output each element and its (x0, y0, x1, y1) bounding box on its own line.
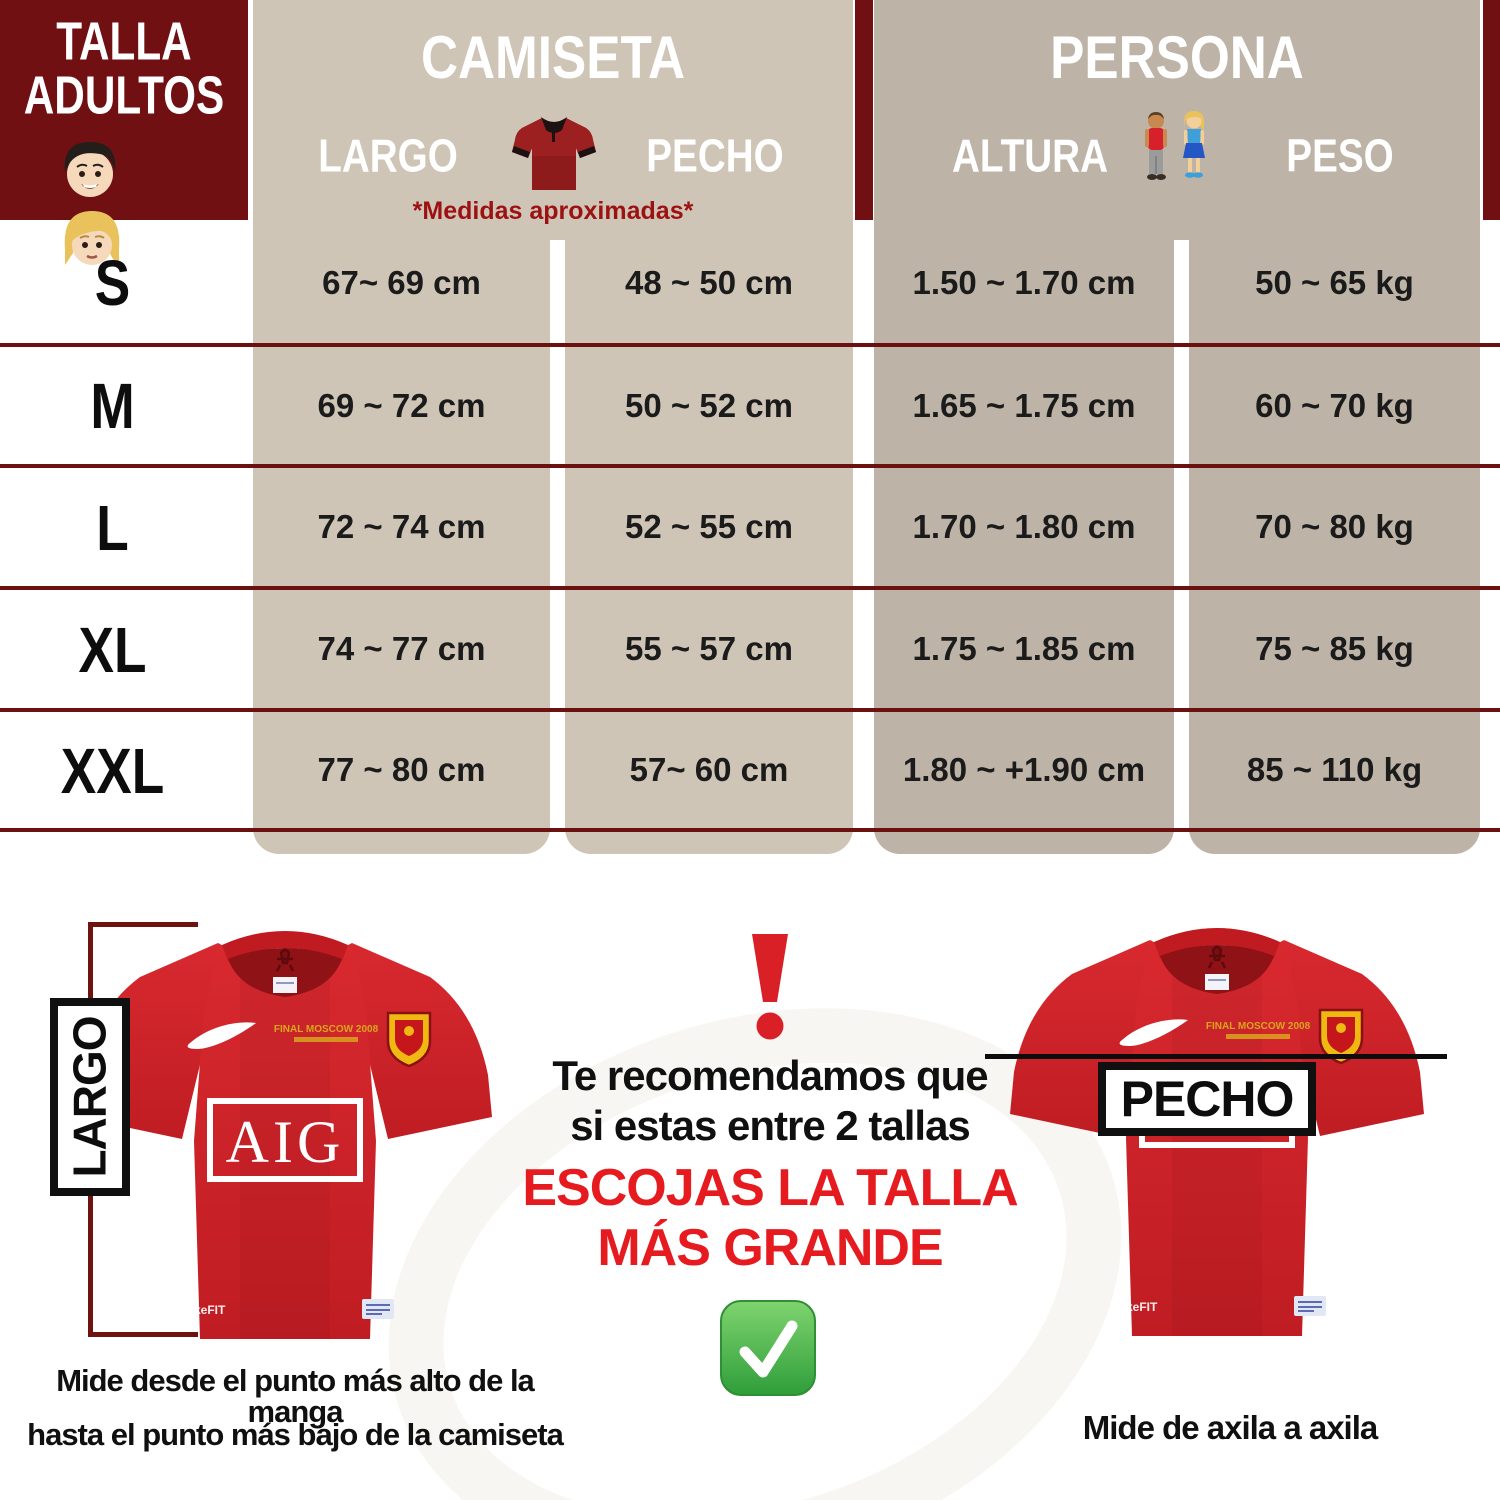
size-label: M (90, 369, 135, 442)
peso-value: 70 ~ 80 kg (1255, 508, 1414, 545)
largo-value: 67~ 69 cm (322, 263, 481, 301)
row-separator (0, 464, 1500, 468)
largo-value: 74 ~ 77 cm (317, 630, 486, 667)
largo-caption-line1: Mide desde el punto más alto de la manga (56, 1363, 535, 1429)
row-separator (0, 586, 1500, 590)
camiseta-col-largo: LARGO (318, 129, 458, 182)
table-row: XXL 77 ~ 80 cm 57~ 60 cm 1.80 ~ +1.90 cm… (0, 712, 1500, 828)
chest-subtext-bar (294, 1037, 358, 1042)
pecho-caption: Mide de axila a axila (1082, 1408, 1379, 1446)
header-right-strip (1483, 0, 1500, 220)
pecho-measure-line (985, 1054, 1447, 1059)
pecho-measure-box: PECHO (1098, 1062, 1316, 1136)
pecho-measure-label: PECHO (1120, 1071, 1295, 1127)
jersey-image-largo: FINAL MOSCOW 2008 AIG NikeFIT (78, 931, 492, 1339)
red-devil-collar-mark (1207, 945, 1227, 969)
table-row: L 72 ~ 74 cm 52 ~ 55 cm 1.70 ~ 1.80 cm 7… (0, 468, 1500, 586)
altura-value: 1.75 ~ 1.85 cm (912, 630, 1136, 667)
pecho-value: 55 ~ 57 cm (625, 630, 793, 667)
size-label: XXL (60, 733, 165, 807)
header-divider-strip (855, 0, 873, 220)
pecho-value: 50 ~ 52 cm (625, 386, 793, 424)
persona-col-peso: PESO (1286, 129, 1394, 182)
pecho-value: 57~ 60 cm (629, 751, 789, 788)
hem-tag-text: NikeFIT (1114, 1300, 1158, 1314)
size-label: S (94, 246, 131, 319)
row-separator (0, 343, 1500, 347)
polo-shirt-icon (508, 112, 600, 198)
exclamation-icon (752, 934, 788, 1040)
persona-col-altura: ALTURA (952, 129, 1108, 182)
size-label: XL (78, 612, 147, 686)
altura-value: 1.70 ~ 1.80 cm (912, 508, 1136, 545)
peso-value: 85 ~ 110 kg (1246, 751, 1423, 788)
talla-title-line1: TALLA (56, 9, 192, 71)
standing-people-icon (1140, 110, 1212, 194)
pecho-value: 52 ~ 55 cm (625, 508, 793, 545)
table-row: XL 74 ~ 77 cm 55 ~ 57 cm 1.75 ~ 1.85 cm … (0, 590, 1500, 708)
largo-measure-label: LARGO (64, 1016, 117, 1178)
nike-swoosh-icon (187, 1022, 256, 1049)
hem-patch (362, 1299, 394, 1319)
nike-swoosh-icon (1119, 1019, 1188, 1046)
chest-subtext-bar (1226, 1034, 1290, 1039)
club-crest-icon (1318, 1008, 1364, 1065)
advice-line2: si estas entre 2 tallas (570, 1102, 971, 1149)
collar-wash-tag (1205, 974, 1229, 990)
collar-wash-tag (273, 977, 297, 993)
row-separator (0, 828, 1500, 832)
row-separator (0, 708, 1500, 712)
sponsor-box (207, 1098, 363, 1182)
pecho-value: 48 ~ 50 cm (625, 263, 793, 301)
peso-value: 50 ~ 65 kg (1255, 263, 1414, 301)
jersey-image-pecho: FINAL MOSCOW 2008 AIG NikeFIT (1010, 928, 1424, 1336)
advice-red-line2: MÁS GRANDE (597, 1219, 943, 1277)
size-label: L (96, 490, 129, 564)
altura-value: 1.50 ~ 1.70 cm (912, 263, 1136, 301)
largo-bracket-top (88, 922, 198, 927)
table-row: S 67~ 69 cm 48 ~ 50 cm 1.50 ~ 1.70 cm 50… (0, 222, 1500, 343)
peso-value: 60 ~ 70 kg (1255, 386, 1414, 424)
camiseta-title: CAMISETA (420, 24, 686, 92)
medidas-note: *Medidas aproximadas* (412, 196, 694, 225)
adults-emoji-pair (58, 136, 190, 265)
final-moscow-text: FINAL MOSCOW 2008 (274, 1024, 379, 1035)
peso-value: 75 ~ 85 kg (1255, 630, 1414, 667)
club-crest-icon (386, 1011, 432, 1068)
advice-line1: Te recomendamos que (552, 1052, 988, 1099)
largo-measure-box: LARGO (50, 998, 130, 1196)
talla-title-line2: ADULTOS (23, 63, 225, 125)
hem-patch (1294, 1296, 1326, 1316)
final-moscow-text: FINAL MOSCOW 2008 (1206, 1021, 1311, 1032)
hem-tag-text: NikeFIT (182, 1303, 226, 1317)
persona-header-bg (874, 0, 1480, 240)
camiseta-header-bg (253, 0, 853, 240)
largo-value: 72 ~ 74 cm (317, 508, 486, 545)
camiseta-col-pecho: PECHO (646, 129, 784, 182)
altura-value: 1.65 ~ 1.75 cm (912, 386, 1136, 424)
talla-adultos-box: TALLA ADULTOS (0, 0, 248, 265)
largo-bracket-bottom (88, 1332, 198, 1337)
red-devil-collar-mark (275, 948, 295, 972)
man-face-icon (64, 142, 116, 197)
largo-caption-line2: hasta el punto más bajo de la camiseta (27, 1416, 564, 1452)
largo-value: 77 ~ 80 cm (317, 751, 486, 788)
altura-value: 1.80 ~ +1.90 cm (902, 751, 1146, 788)
largo-value: 69 ~ 72 cm (317, 386, 486, 424)
green-check-icon (720, 1300, 816, 1396)
persona-title: PERSONA (1050, 24, 1304, 92)
woman-face-icon (64, 211, 120, 265)
advice-red-line1: ESCOJAS LA TALLA (522, 1159, 1018, 1217)
sponsor-text: AIG (226, 1109, 345, 1175)
table-row: M 69 ~ 72 cm 50 ~ 52 cm 1.65 ~ 1.75 cm 6… (0, 347, 1500, 464)
